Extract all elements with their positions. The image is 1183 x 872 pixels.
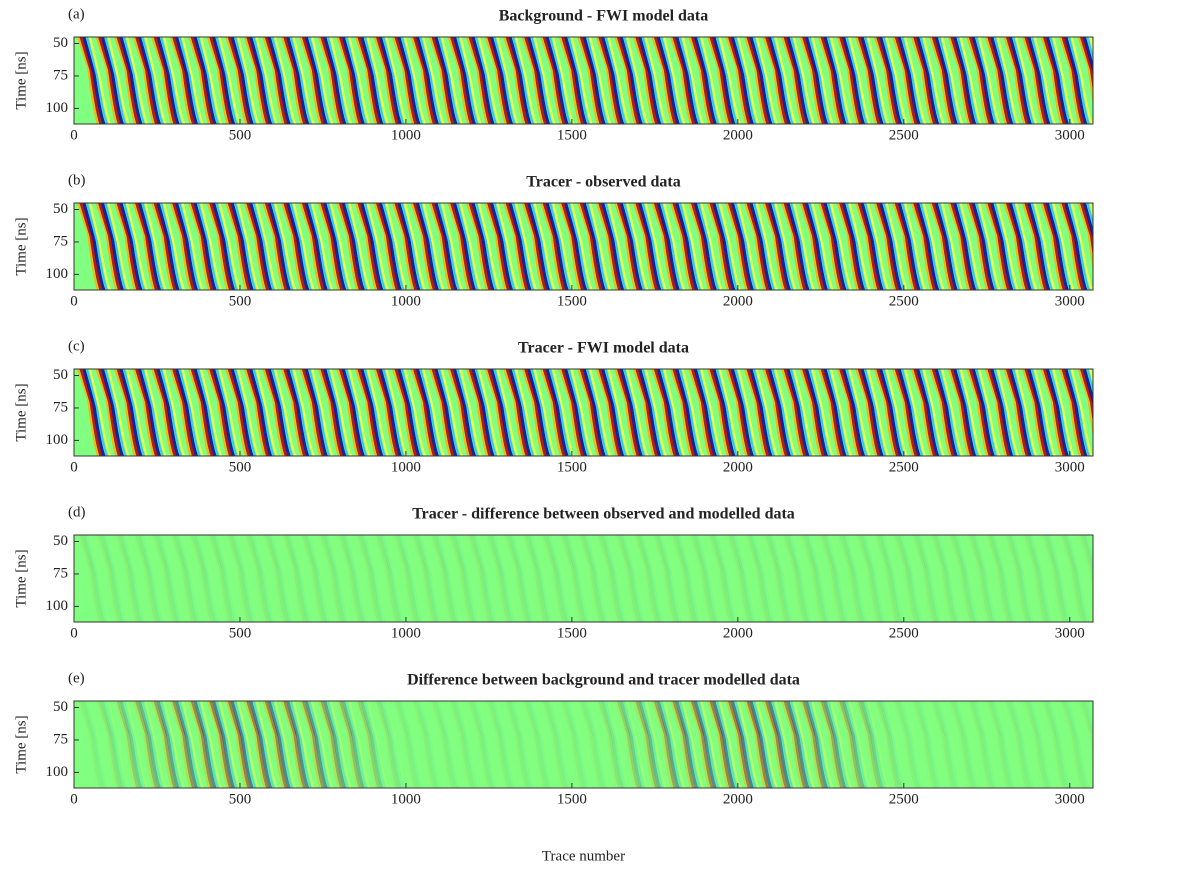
panel-label: (e) (68, 670, 85, 686)
y-tick-label: 50 (53, 201, 68, 217)
y-axis-label: Time [ns] (13, 217, 29, 275)
x-tick-label: 3000 (1055, 459, 1085, 475)
y-tick-label: 100 (46, 432, 69, 448)
x-tick-label: 3000 (1055, 293, 1085, 309)
y-tick-label: 75 (53, 565, 68, 581)
panel-title: Tracer - observed data (526, 174, 680, 191)
panel-label: (c) (68, 338, 85, 354)
x-tick-label: 500 (229, 127, 252, 143)
x-tick-label: 1500 (557, 293, 587, 309)
x-tick-label: 1000 (391, 459, 421, 475)
panel-label: (d) (68, 504, 86, 520)
x-tick-label: 500 (229, 791, 252, 807)
x-tick-label: 1500 (557, 625, 587, 641)
x-tick-label: 1500 (557, 459, 587, 475)
x-tick-label: 2000 (723, 625, 753, 641)
x-tick-label: 2500 (889, 293, 919, 309)
y-axis-label: Time [ns] (13, 51, 29, 109)
x-tick-label: 0 (70, 293, 78, 309)
y-tick-label: 75 (53, 67, 68, 83)
x-tick-label: 1500 (557, 791, 587, 807)
y-tick-label: 50 (53, 35, 68, 51)
figure: (a) Background - FWI model data Time [ns] 5… (0, 0, 1183, 867)
panel-title: Tracer - difference between observed and… (412, 506, 795, 523)
y-tick-label: 100 (46, 764, 69, 780)
y-axis-label: Time [ns] (13, 549, 29, 607)
x-tick-label: 1500 (557, 127, 587, 143)
panel-title: Background - FWI model data (499, 8, 709, 25)
x-axis-label: Trace number (542, 848, 625, 864)
y-tick-label: 100 (46, 598, 69, 614)
x-tick-label: 0 (70, 127, 78, 143)
x-tick-label: 2000 (723, 791, 753, 807)
y-tick-label: 75 (53, 233, 68, 249)
y-tick-label: 75 (53, 399, 68, 415)
x-tick-label: 2500 (889, 625, 919, 641)
panel-label: (a) (68, 6, 85, 22)
panel-title: Difference between background and tracer… (407, 672, 800, 689)
y-axis-label: Time [ns] (13, 383, 29, 441)
x-tick-label: 2000 (723, 293, 753, 309)
x-tick-label: 1000 (391, 127, 421, 143)
x-tick-label: 0 (70, 791, 78, 807)
panel-label: (b) (68, 172, 86, 188)
y-tick-label: 50 (53, 699, 68, 715)
y-tick-label: 75 (53, 731, 68, 747)
x-tick-label: 0 (70, 625, 78, 641)
x-tick-label: 2000 (723, 127, 753, 143)
x-tick-label: 500 (229, 625, 252, 641)
x-tick-label: 500 (229, 459, 252, 475)
x-tick-label: 1000 (391, 625, 421, 641)
panel-title: Tracer - FWI model data (518, 340, 689, 357)
x-tick-label: 2500 (889, 791, 919, 807)
x-tick-label: 3000 (1055, 625, 1085, 641)
x-tick-label: 0 (70, 459, 78, 475)
x-tick-label: 2500 (889, 127, 919, 143)
y-tick-label: 50 (53, 367, 68, 383)
y-tick-label: 100 (46, 266, 69, 282)
y-axis-label: Time [ns] (13, 715, 29, 773)
x-tick-label: 2500 (889, 459, 919, 475)
x-tick-label: 500 (229, 293, 252, 309)
x-tick-label: 2000 (723, 459, 753, 475)
x-tick-label: 3000 (1055, 791, 1085, 807)
y-tick-label: 100 (46, 100, 69, 116)
x-tick-label: 3000 (1055, 127, 1085, 143)
x-tick-label: 1000 (391, 293, 421, 309)
x-tick-label: 1000 (391, 791, 421, 807)
y-tick-label: 50 (53, 533, 68, 549)
